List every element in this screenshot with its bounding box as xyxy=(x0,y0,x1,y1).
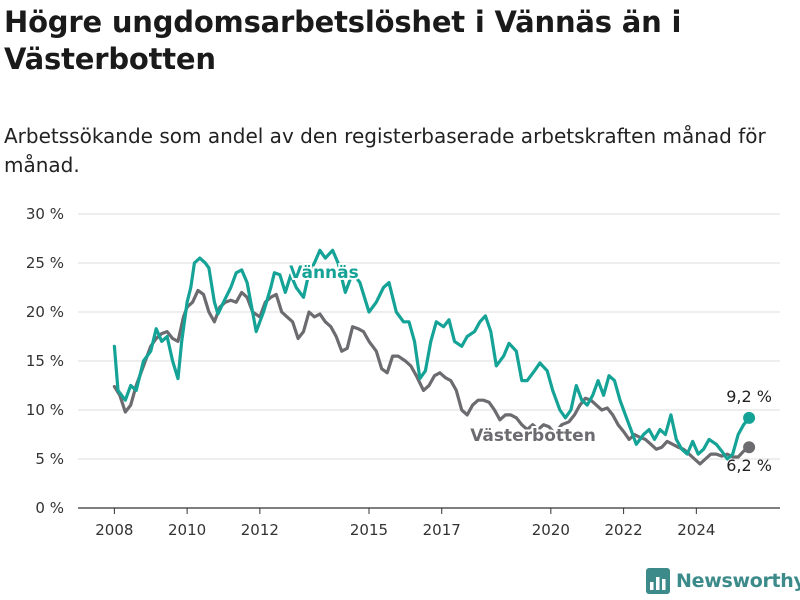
series-label-vasterbotten: Västerbotten xyxy=(470,426,596,446)
chart-title: Högre ungdomsarbetslöshet i Vännäs än i … xyxy=(4,5,682,76)
series-label-vannas: Vännäs xyxy=(289,263,359,283)
x-tick-label: 2012 xyxy=(241,521,279,539)
brand-name: Newsworthy xyxy=(676,570,800,592)
x-tick-label: 2010 xyxy=(168,521,206,539)
end-point-vannas xyxy=(743,411,756,424)
x-tick-label: 2020 xyxy=(532,521,570,539)
x-tick-label: 2017 xyxy=(423,521,461,539)
x-tick-label: 2024 xyxy=(677,521,715,539)
gridlines xyxy=(78,213,780,509)
y-tick-label: 5 % xyxy=(35,450,64,468)
y-tick-label: 10 % xyxy=(26,401,64,419)
x-tick-label: 2015 xyxy=(350,521,388,539)
brand-logo: Newsworthy xyxy=(646,568,800,594)
y-tick-label: 30 % xyxy=(26,205,64,223)
end-label-vasterbotten: 6,2 % xyxy=(726,456,772,475)
series-line-vannas xyxy=(112,248,751,461)
series-lines xyxy=(112,248,756,466)
bar-chart-logo-icon xyxy=(646,568,670,594)
x-axis: 2008 2010 2012 2015 2017 2020 2022 2024 xyxy=(95,508,715,539)
x-tick-label: 2008 xyxy=(95,521,133,539)
x-tick-label: 2022 xyxy=(605,521,643,539)
y-tick-label: 0 % xyxy=(35,499,64,517)
annotations: 9,2 % 6,2 % Vännäs Västerbotten xyxy=(287,261,772,475)
y-axis: 0 % 5 % 10 % 15 % 20 % 25 % 30 % xyxy=(26,205,64,517)
y-tick-label: 15 % xyxy=(26,352,64,370)
end-label-vannas: 9,2 % xyxy=(726,387,772,406)
end-point-vasterbotten xyxy=(743,441,756,454)
line-chart: 0 %5 %10 %15 %20 %25 %30 % 2008 2010 2012 2… xyxy=(26,205,780,539)
chart-subtitle: Arbetssökande som andel av den registerb… xyxy=(4,124,766,177)
y-tick-label: 20 % xyxy=(26,303,64,321)
y-tick-label: 25 % xyxy=(26,254,64,272)
